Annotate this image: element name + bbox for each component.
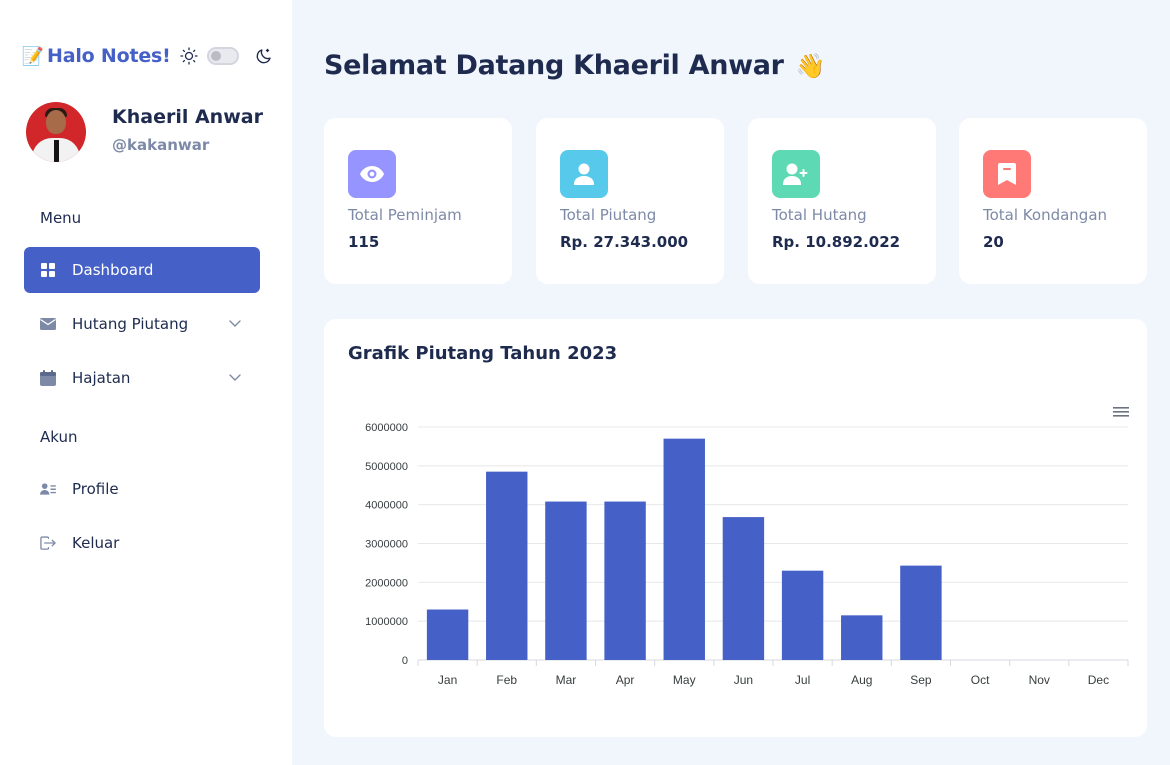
stat-label: Total Hutang [772,206,867,224]
bar [841,615,883,660]
y-tick-label: 3000000 [365,539,408,551]
stat-card-piutang: Total Piutang Rp. 27.343.000 [536,118,724,284]
x-tick-label: Jul [795,673,810,687]
stat-value: 115 [348,233,380,251]
bar [900,565,942,660]
calendar-icon [40,370,56,386]
sidebar-item-hutang-piutang[interactable]: Hutang Piutang [24,301,260,347]
x-tick-label: Dec [1088,673,1109,687]
moon-icon [255,47,273,65]
y-tick-label: 2000000 [365,577,408,589]
stat-value: Rp. 10.892.022 [772,233,901,251]
user-handle: @kakanwar [112,136,210,154]
notes-logo-icon: 📝 [21,45,45,67]
bar [663,438,705,660]
bar [545,501,587,660]
user-plus-icon [772,150,820,198]
sun-icon [179,47,198,65]
menu-icon[interactable] [1112,405,1130,419]
x-tick-label: Oct [971,673,990,687]
y-tick-label: 6000000 [365,422,408,434]
x-tick-label: Feb [496,673,517,687]
sidebar: 📝 Halo Notes! Khaeril Anwar @kakanwar [0,0,292,765]
x-tick-label: Apr [616,673,635,687]
x-tick-label: Aug [851,673,872,687]
x-tick-label: May [673,673,696,687]
toggle-knob [210,51,221,61]
sidebar-item-label: Hutang Piutang [72,315,189,333]
user-name: Khaeril Anwar [112,106,263,128]
user-list-icon [40,481,56,497]
bar [722,517,765,660]
stat-label: Total Piutang [560,206,657,224]
grid-icon [40,262,56,278]
greeting-text: Selamat Datang Khaeril Anwar [324,50,784,81]
bar [781,570,824,660]
y-tick-label: 1000000 [365,616,408,628]
user-profile: Khaeril Anwar @kakanwar [26,102,263,162]
chart-card: Grafik Piutang Tahun 2023 0 1000000 200000… [324,319,1147,737]
bar-chart: 0 1000000 2000000 3000000 4000000 5000000 6000… [365,422,1129,687]
x-tick-label: Jan [438,673,457,687]
y-tick-label: 5000000 [365,461,408,473]
x-tick-label: Jun [734,673,753,687]
account-heading: Akun [40,428,78,446]
chevron-down-icon[interactable] [228,316,242,330]
theme-toggle[interactable] [206,47,239,65]
y-tick-label: 0 [402,655,408,667]
sidebar-item-keluar[interactable]: Keluar [24,520,260,566]
stat-card-peminjam: Total Peminjam 115 [324,118,512,284]
stat-value: Rp. 27.343.000 [560,233,689,251]
bar [486,471,528,660]
stat-label: Total Peminjam [348,206,462,224]
sidebar-item-dashboard[interactable]: Dashboard [24,247,260,293]
x-tick-label: Sep [910,673,932,687]
sidebar-item-label: Dashboard [72,261,154,279]
bookmark-icon [983,150,1031,198]
sidebar-item-profile[interactable]: Profile [24,466,260,512]
stat-label: Total Kondangan [983,206,1108,224]
brand-name[interactable]: Halo Notes! [47,45,171,67]
eye-icon [348,150,396,198]
sidebar-item-label: Profile [72,480,119,498]
brand: 📝 Halo Notes! [22,42,273,70]
stat-card-kondangan: Total Kondangan 20 [959,118,1147,284]
bar [604,501,646,660]
user-icon [560,150,608,198]
page-title: Selamat Datang Khaeril Anwar 👋 [324,50,826,81]
sidebar-item-label: Keluar [72,534,120,552]
waving-hand-icon: 👋 [795,51,826,80]
bar [426,609,469,660]
logout-icon [40,535,56,551]
envelope-icon [40,316,56,332]
menu-heading: Menu [40,209,82,227]
x-tick-label: Mar [556,673,577,687]
stat-card-hutang: Total Hutang Rp. 10.892.022 [748,118,936,284]
chevron-down-icon[interactable] [228,370,242,384]
sidebar-item-label: Hajatan [72,369,131,387]
y-tick-label: 4000000 [365,500,408,512]
sidebar-item-hajatan[interactable]: Hajatan [24,355,260,401]
avatar [26,102,86,162]
x-tick-label: Nov [1029,673,1050,687]
stat-value: 20 [983,233,1004,251]
chart-title: Grafik Piutang Tahun 2023 [348,343,618,364]
